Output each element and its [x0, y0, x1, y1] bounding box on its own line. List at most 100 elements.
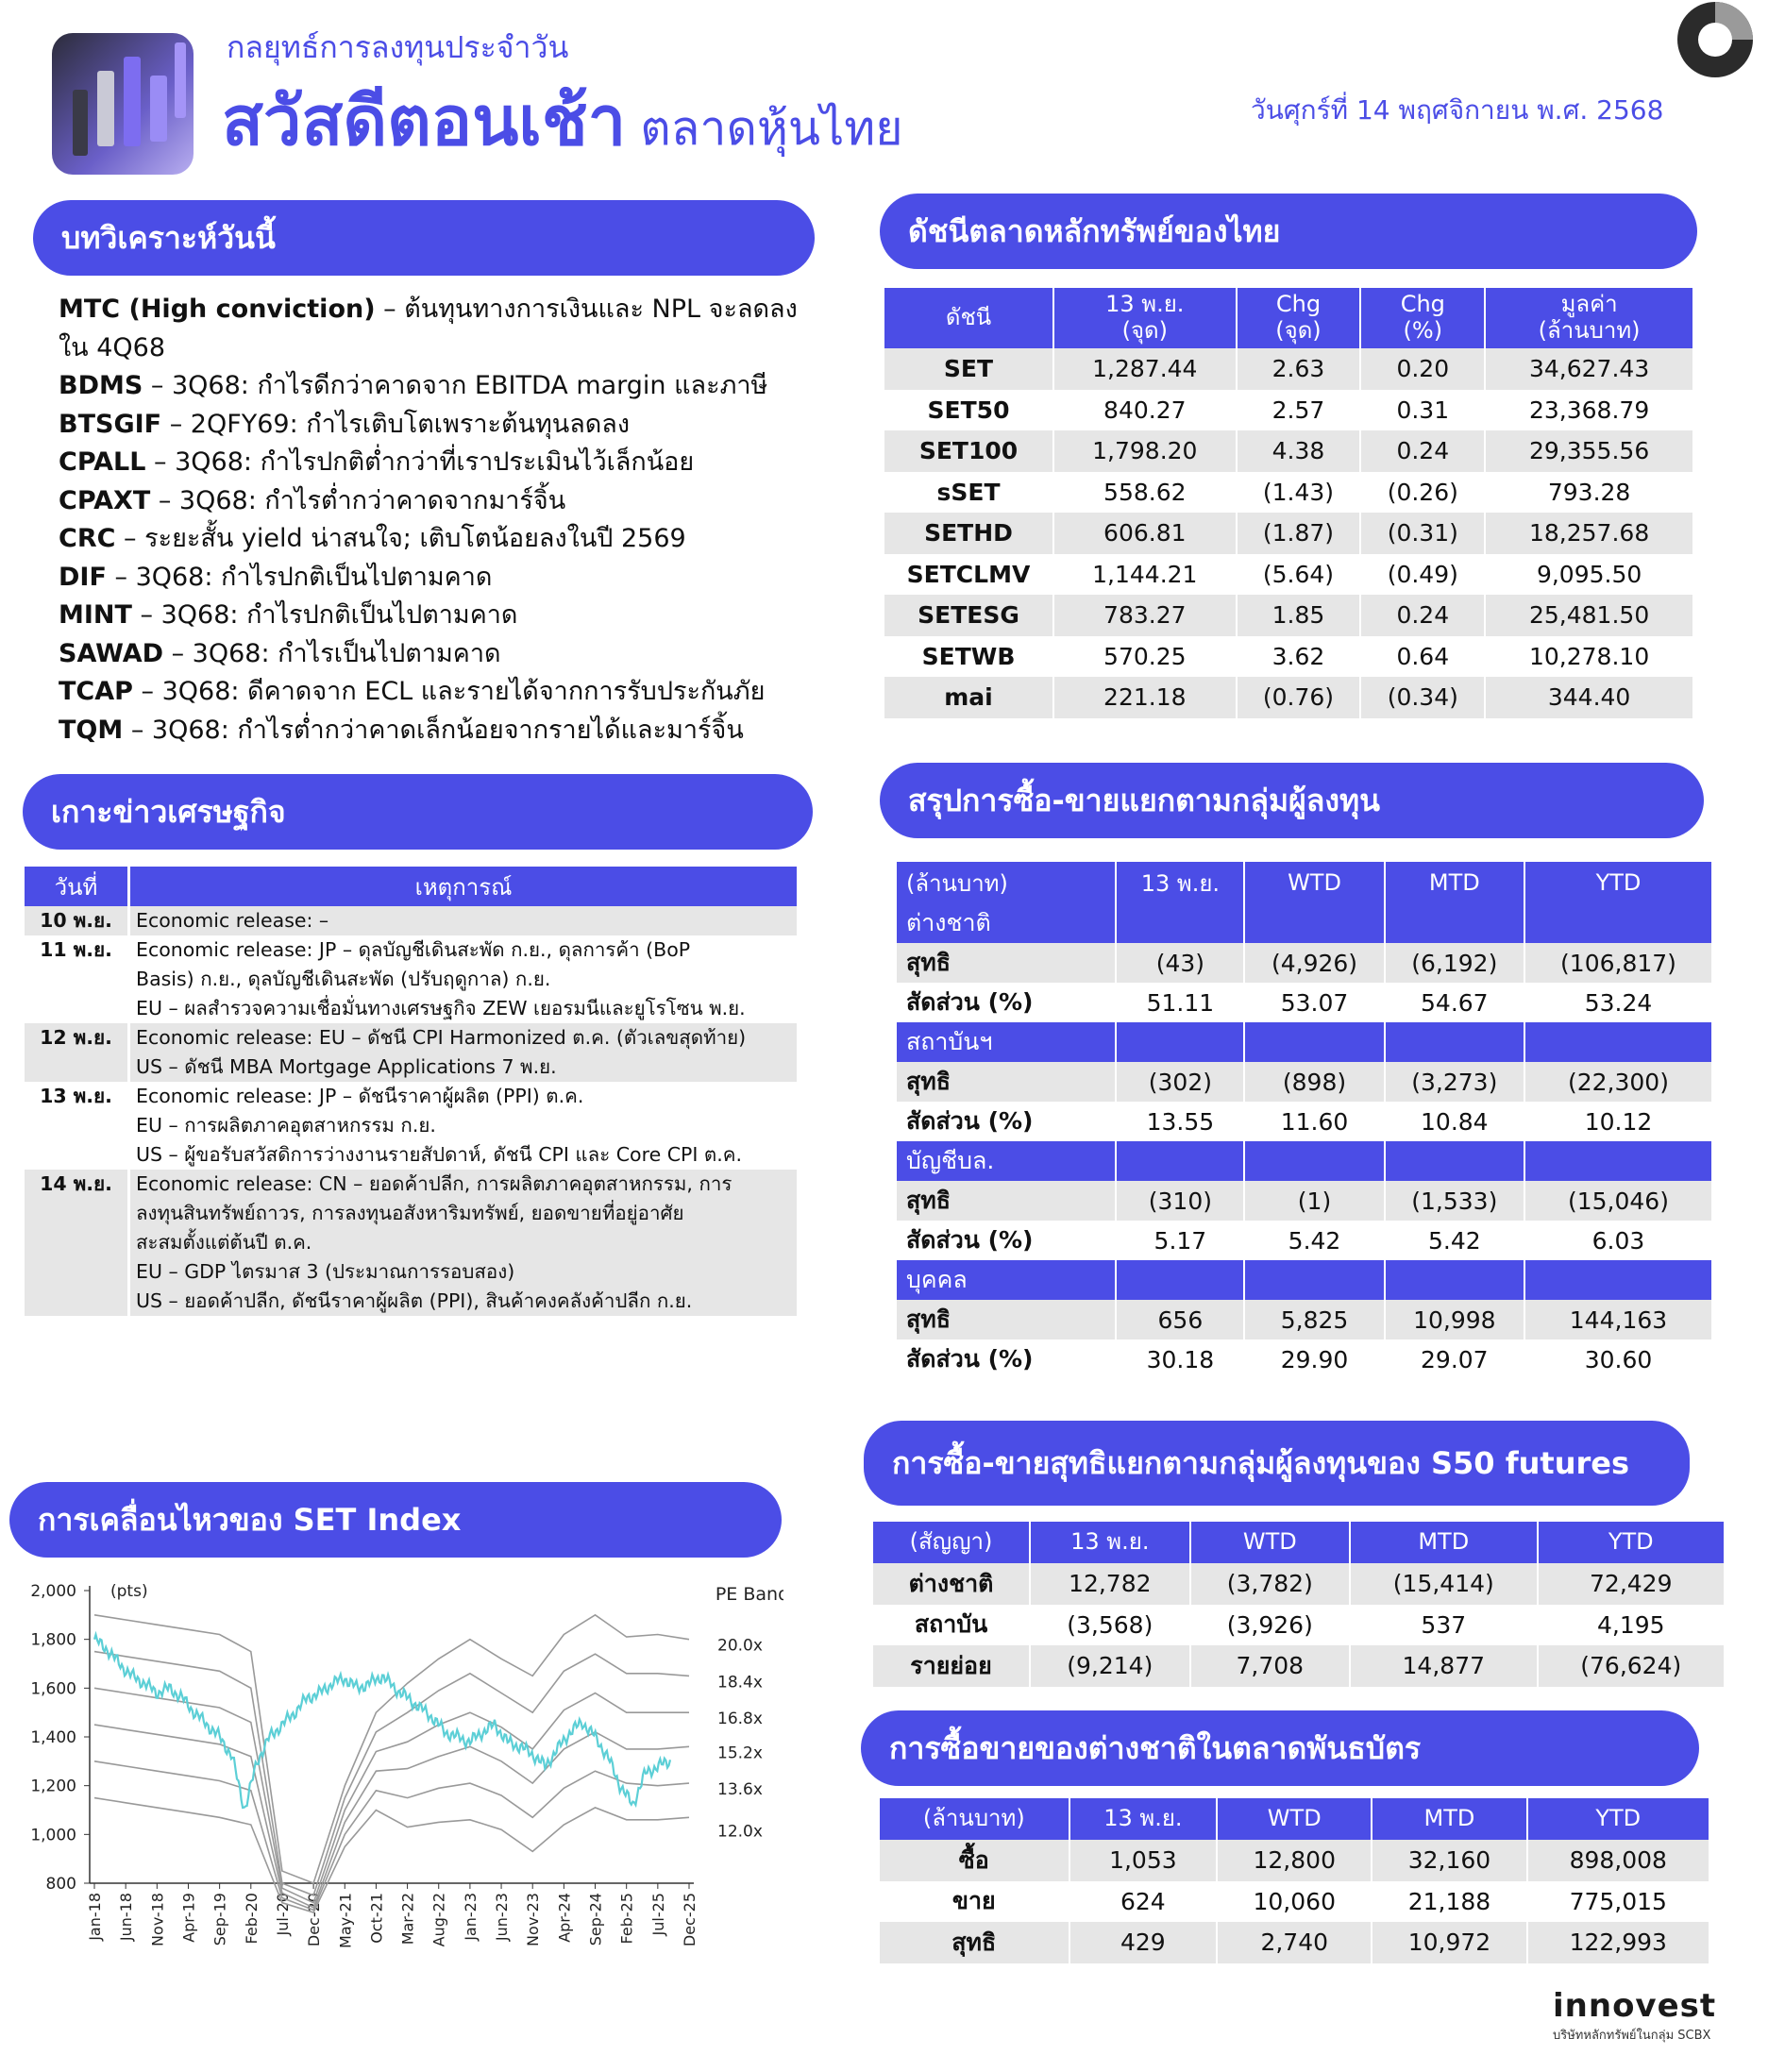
- index-cell: SET100: [884, 430, 1054, 472]
- analysis-ticker: CPAXT: [59, 485, 151, 515]
- index-cell: 570.25: [1054, 635, 1238, 677]
- bonds-col-header: MTD: [1372, 1798, 1528, 1840]
- x-tick-label: Jan-23: [462, 1893, 480, 1942]
- index-cell: 0.24: [1361, 595, 1487, 636]
- index-col-chg-pts: Chg (จุด): [1237, 288, 1362, 348]
- index-heading: ดัชนีตลาดหลักทรัพย์ของไทย: [880, 194, 1697, 269]
- bonds-row: ซื้อ 1,053 12,800 32,160 898,008: [880, 1840, 1710, 1881]
- analysis-text: – 3Q68: กำไรต่ำกว่าคาดจากมาร์จิ้น: [150, 485, 566, 515]
- flows-group-name: สถาบันฯ: [897, 1022, 1118, 1062]
- bonds-heading: การซื้อขายของต่างชาติในตลาดพันธบัตร: [861, 1710, 1699, 1786]
- index-cell: 1,798.20: [1054, 430, 1238, 472]
- flows-col-header: WTD: [1245, 862, 1386, 903]
- flows-cell: สุทธิ: [897, 1300, 1118, 1339]
- index-cell: 0.24: [1361, 430, 1487, 472]
- econ-col-date: วันที่: [25, 867, 130, 906]
- bonds-cell: 898,008: [1527, 1840, 1710, 1881]
- bonds-col-header: 13 พ.ย.: [1069, 1798, 1219, 1840]
- index-cell: (0.31): [1361, 513, 1487, 554]
- index-cell: 4.38: [1237, 430, 1362, 472]
- econ-event-line: US – ยอดค้าปลีก, ดัชนีราคาผู้ผลิต (PPI),…: [136, 1289, 693, 1312]
- econ-row: 11 พ.ย. Economic release: JP – ดุลบัญชีเด…: [25, 935, 797, 1023]
- flows-cell: สุทธิ: [897, 1062, 1118, 1102]
- pe-band-label: 20.0x: [717, 1637, 763, 1656]
- index-row: SETHD 606.81 (1.87) (0.31) 18,257.68: [884, 513, 1694, 554]
- index-col-name: ดัชนี: [884, 288, 1054, 348]
- futures-cell: 4,195: [1539, 1604, 1726, 1645]
- flows-cell: (6,192): [1385, 943, 1525, 983]
- futures-col-header: MTD: [1351, 1522, 1539, 1563]
- bonds-header-row: (ล้านบาท) 13 พ.ย. WTD MTD YTD: [880, 1798, 1710, 1840]
- flows-net-row: สุทธิ (43) (4,926) (6,192) (106,817): [897, 943, 1713, 983]
- flows-cell: (43): [1117, 943, 1246, 983]
- futures-cell: ต่างชาติ: [873, 1563, 1032, 1605]
- index-cell: 1.85: [1237, 595, 1362, 636]
- flows-cell: สัดส่วน (%): [897, 983, 1118, 1022]
- flows-net-row: สุทธิ (302) (898) (3,273) (22,300): [897, 1062, 1713, 1102]
- futures-cell: 14,877: [1351, 1645, 1539, 1687]
- econ-event-line: US – ผู้ขอรับสวัสดิการว่างงานรายสัปดาห์,…: [136, 1143, 742, 1166]
- chart-unit-label: (pts): [110, 1582, 148, 1601]
- econ-event-line: EU – การผลิตภาคอุตสาหกรรม ก.ย.: [136, 1114, 436, 1137]
- analysis-item: MTC (High conviction) – ต้นทุนทางการเงิน…: [59, 291, 814, 329]
- futures-cell: 7,708: [1190, 1645, 1352, 1687]
- analysis-item: DIF – 3Q68: กำไรปกติเป็นไปตามคาด: [59, 559, 814, 598]
- econ-event-line: Economic release: JP – ดุลบัญชีเดินสะพัด…: [136, 938, 691, 961]
- flows-cell: (1): [1245, 1181, 1386, 1221]
- bonds-col-header: WTD: [1218, 1798, 1373, 1840]
- flows-col-header: YTD: [1524, 862, 1713, 903]
- flows-share-row: สัดส่วน (%) 5.17 5.42 5.42 6.03: [897, 1221, 1713, 1260]
- x-tick-label: Jul-20: [274, 1893, 292, 1936]
- econ-date: 11 พ.ย.: [25, 935, 130, 1023]
- futures-cell: (3,568): [1031, 1604, 1191, 1645]
- index-cell: 558.62: [1054, 471, 1238, 513]
- bonds-cell: 775,015: [1528, 1880, 1710, 1922]
- econ-event-line: สะสมตั้งแต่ต้นปี ต.ค.: [136, 1231, 312, 1254]
- bonds-cell: ขาย: [880, 1880, 1070, 1922]
- analysis-text: – 3Q68: กำไรปกติเป็นไปตามคาด: [106, 562, 493, 592]
- flows-cell: 29.90: [1245, 1339, 1386, 1379]
- futures-col-header: YTD: [1538, 1522, 1726, 1563]
- econ-row: 12 พ.ย. Economic release: EU – ดัชนี CPI …: [25, 1023, 797, 1082]
- analysis-ticker: BTSGIF: [59, 409, 162, 439]
- flows-cell: 30.60: [1525, 1339, 1713, 1379]
- pe-band-line: [93, 1796, 690, 1913]
- flows-group-name: บัญชีบล.: [897, 1141, 1118, 1181]
- analysis-item: TCAP – 3Q68: ดีคาดจาก ECL และรายได้จากกา…: [59, 673, 814, 712]
- flows-col-header: (ล้านบาท): [897, 862, 1118, 903]
- index-cell: (5.64): [1238, 553, 1362, 595]
- flows-group-name: ต่างชาติ: [897, 903, 1118, 943]
- header-title-main: สวัสดีตอนเช้า: [222, 81, 627, 160]
- futures-header-row: (สัญญา) 13 พ.ย. WTD MTD YTD: [873, 1522, 1726, 1563]
- bonds-cell: 32,160: [1372, 1840, 1528, 1881]
- futures-col-header: 13 พ.ย.: [1031, 1522, 1191, 1563]
- index-row: SET100 1,798.20 4.38 0.24 29,355.56: [884, 430, 1694, 472]
- index-cell: 221.18: [1054, 677, 1238, 718]
- econ-events: Economic release: –: [130, 906, 797, 935]
- flows-cell: 5.42: [1245, 1221, 1386, 1260]
- bonds-table: (ล้านบาท) 13 พ.ย. WTD MTD YTD ซื้อ 1,053 12,800…: [880, 1798, 1710, 1963]
- flows-col-header: 13 พ.ย.: [1117, 862, 1246, 903]
- econ-event-line: EU – GDP ไตรมาส 3 (ประมาณการรอบสอง): [136, 1260, 515, 1283]
- analysis-text: – 3Q68: กำไรปกติต่ำกว่าที่เราประเมินไว้เ…: [145, 447, 695, 477]
- x-tick-label: Feb-25: [618, 1893, 636, 1944]
- set-index-chart: 2,000 1,800 1,600 1,400 1,200 1,000 800 Jan-18 J…: [30, 1582, 783, 1948]
- flows-share-row: สัดส่วน (%) 13.55 11.60 10.84 10.12: [897, 1102, 1713, 1141]
- econ-event-line: Economic release: EU – ดัชนี CPI Harmoni…: [136, 1026, 747, 1049]
- econ-events: Economic release: JP – ดัชนีราคาผู้ผลิต …: [130, 1082, 797, 1170]
- analysis-ticker: BDMS: [59, 371, 143, 400]
- bonds-col-header: (ล้านบาท): [880, 1798, 1070, 1840]
- bonds-cell: 1,053: [1069, 1840, 1219, 1881]
- analysis-item: BTSGIF – 2QFY69: กำไรเติบโตเพราะต้นทุนลด…: [59, 406, 814, 445]
- bonds-row: ขาย 624 10,060 21,188 775,015: [880, 1880, 1710, 1922]
- innovest-logo-sub: บริษัทหลักทรัพย์ในกลุ่ม SCBX: [1553, 2029, 1711, 2043]
- analysis-item: CPALL – 3Q68: กำไรปกติต่ำกว่าที่เราประเม…: [59, 444, 814, 482]
- header-title-sub: ตลาดหุ้นไทย: [640, 101, 903, 156]
- index-cell: 783.27: [1054, 595, 1238, 636]
- pe-band-label: 12.0x: [717, 1822, 763, 1841]
- index-cell: 1,144.21: [1054, 553, 1238, 595]
- index-cell: (0.49): [1361, 553, 1487, 595]
- flows-cell: สุทธิ: [897, 1181, 1118, 1221]
- flows-cell: 51.11: [1117, 983, 1246, 1022]
- x-tick-label: Oct-21: [367, 1893, 385, 1944]
